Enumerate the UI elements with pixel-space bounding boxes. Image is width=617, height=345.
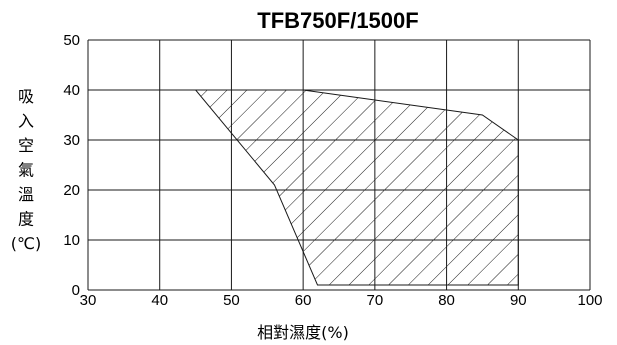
x-tick-label: 30: [80, 292, 97, 309]
x-tick-label: 80: [438, 292, 455, 309]
x-tick-labels: 30 40 50 60 70 80 90 100: [80, 292, 603, 309]
y-tick-label: 30: [63, 132, 80, 149]
y-tick-label: 10: [63, 232, 80, 249]
x-tick-label: 90: [510, 292, 527, 309]
y-tick-label: 50: [63, 32, 80, 49]
x-tick-label: 40: [151, 292, 168, 309]
x-tick-label: 100: [577, 292, 602, 309]
y-tick-label: 20: [63, 182, 80, 199]
x-axis-label: 相對濕度(%): [257, 323, 349, 342]
y-tick-label: 0: [72, 282, 80, 299]
x-tick-label: 70: [367, 292, 384, 309]
operating-region: [194, 89, 519, 286]
region-layer: [194, 89, 519, 286]
y-tick-labels: 0 10 20 30 40 50: [63, 32, 80, 299]
x-tick-label: 50: [223, 292, 240, 309]
chart-title: TFB750F/1500F: [257, 8, 418, 33]
x-tick-label: 60: [295, 292, 312, 309]
y-tick-label: 40: [63, 82, 80, 99]
y-axis-label: 吸入空氣溫度(℃): [11, 87, 41, 253]
